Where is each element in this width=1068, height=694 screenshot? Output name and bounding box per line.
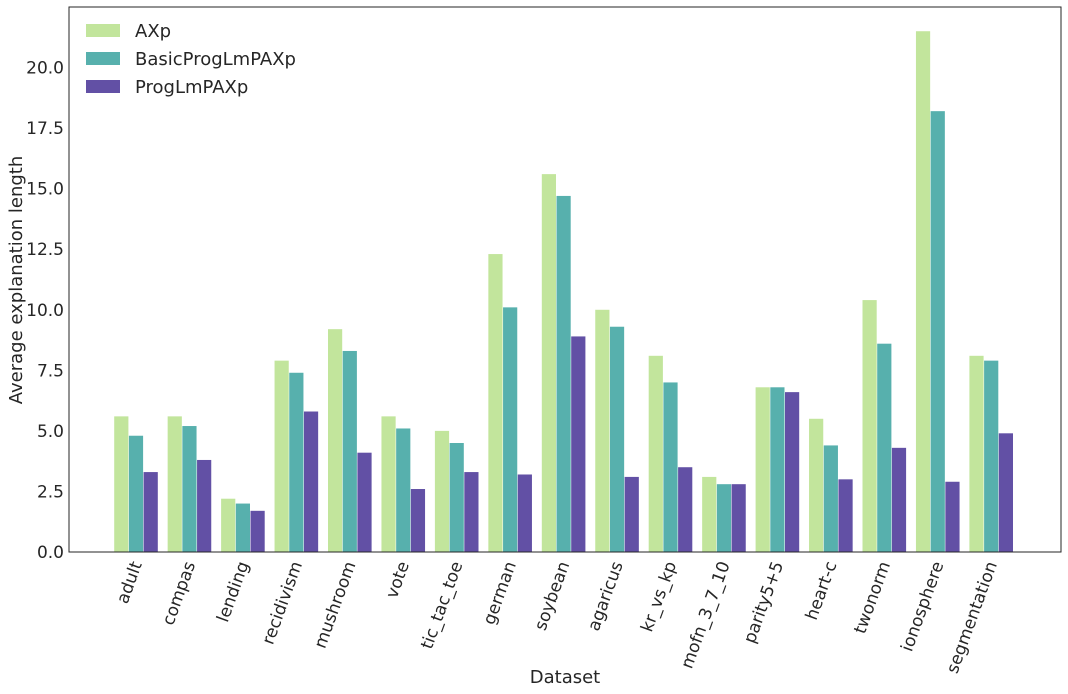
bar-proglmpaxp-kr_vs_kp [678,467,693,552]
plot-frame [68,6,1062,553]
bar-basicproglmpaxp-tic_tac_toe [449,443,464,552]
y-axis: 0.0 2.5 5.0 7.5 10.0 12.5 15.0 17.5 20.0 [26,59,64,563]
x-tick-label: mofn_3_7_10 [677,559,734,672]
x-tick-label: tic_tac_toe [417,559,467,652]
bar-axp-german [488,254,503,552]
bar-axp-recidivism [274,360,289,552]
x-tick-label: parity5+5 [740,559,788,646]
bars-layer [114,31,1013,553]
x-tick-label: heart-c [802,559,842,623]
bar-proglmpaxp-compas [197,459,212,552]
bar-axp-kr_vs_kp [648,355,663,552]
bar-proglmpaxp-agaricus [624,476,639,552]
bar-basicproglmpaxp-twonorm [877,343,892,552]
legend: AXp BasicProgLmPAXp ProgLmPAXp [86,21,296,98]
x-tick-label: mushroom [311,559,361,651]
y-tick-label: 15.0 [26,180,64,200]
bar-proglmpaxp-soybean [571,336,586,552]
bar-axp-heart-c [809,418,824,552]
x-axis: adult compas lending recidivism mushroom vote… [113,559,1002,677]
bar-axp-parity5+5 [755,387,770,552]
bar-basicproglmpaxp-vote [396,428,411,552]
bar-basicproglmpaxp-compas [182,426,197,552]
x-tick-label: vote [382,559,414,601]
bar-proglmpaxp-lending [250,510,265,552]
y-tick-label: 20.0 [26,59,64,79]
y-tick-label: 17.5 [26,119,64,139]
bar-axp-vote [381,416,396,552]
bar-basicproglmpaxp-agaricus [609,326,625,552]
legend-swatch [86,80,120,93]
bar-basicproglmpaxp-lending [235,503,250,552]
bar-axp-soybean [541,174,556,552]
bar-basicproglmpaxp-parity5+5 [770,387,785,552]
bar-proglmpaxp-ionosphere [945,481,960,552]
bar-axp-tic_tac_toe [434,430,450,552]
bar-basicproglmpaxp-soybean [556,195,571,552]
bar-axp-agaricus [595,309,610,552]
y-tick-label: 5.0 [37,422,64,442]
legend-label: ProgLmPAXp [135,77,248,98]
bar-proglmpaxp-mushroom [357,452,372,552]
bar-proglmpaxp-mofn_3_7_10 [731,484,746,552]
bar-axp-compas [167,416,182,552]
x-tick-label: adult [113,559,147,607]
bar-basicproglmpaxp-segmentation [984,360,999,552]
bar-axp-ionosphere [915,31,931,553]
x-tick-label: segmentation [943,559,1002,676]
bar-proglmpaxp-parity5+5 [785,392,800,552]
bar-proglmpaxp-german [517,474,532,552]
x-tick-label: twonorm [850,559,895,637]
bar-basicproglmpaxp-german [503,307,518,552]
bar-basicproglmpaxp-ionosphere [930,111,945,552]
bar-basicproglmpaxp-adult [128,435,144,552]
y-tick-label: 10.0 [26,301,64,321]
x-tick-label: german [480,559,521,628]
bar-proglmpaxp-twonorm [891,447,907,552]
bar-axp-segmentation [969,355,984,552]
bar-basicproglmpaxp-recidivism [289,372,304,552]
legend-swatch [86,24,120,37]
y-tick-label: 0.0 [37,543,64,563]
x-axis-title: Dataset [530,667,601,688]
bar-proglmpaxp-heart-c [838,479,853,552]
bar-basicproglmpaxp-heart-c [823,445,838,552]
bar-axp-mushroom [328,329,343,552]
bar-proglmpaxp-tic_tac_toe [464,472,479,552]
bar-axp-adult [114,416,129,552]
bar-basicproglmpaxp-mushroom [342,350,357,552]
y-tick-label: 7.5 [37,361,64,381]
bar-basicproglmpaxp-mofn_3_7_10 [716,484,732,552]
x-tick-label: kr_vs_kp [637,559,681,635]
bar-axp-mofn_3_7_10 [702,476,717,552]
x-tick-label: ionosphere [897,559,948,654]
y-tick-label: 2.5 [37,482,64,502]
bar-proglmpaxp-adult [143,472,158,552]
bar-proglmpaxp-recidivism [303,411,319,552]
bar-axp-lending [221,498,236,552]
x-tick-label: soybean [531,559,574,633]
y-tick-label: 12.5 [26,240,64,260]
bar-proglmpaxp-segmentation [998,433,1013,552]
bar-basicproglmpaxp-kr_vs_kp [663,382,678,552]
y-axis-title: Average explanation length [6,156,27,405]
legend-label: AXp [135,21,171,42]
x-tick-label: recidivism [259,559,308,647]
bar-proglmpaxp-vote [410,489,426,552]
x-tick-label: agaricus [584,559,628,634]
bar-axp-twonorm [862,300,877,552]
legend-label: BasicProgLmPAXp [135,49,296,70]
x-tick-label: compas [159,559,201,628]
x-tick-label: lending [213,559,253,625]
legend-swatch [86,52,120,65]
